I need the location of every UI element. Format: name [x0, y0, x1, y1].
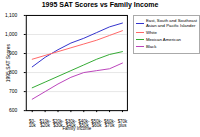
svg-text:600: 600	[9, 108, 17, 113]
svg-text:Family Income: Family Income	[62, 126, 91, 131]
svg-text:$60k-$70k: $60k-$70k	[104, 119, 116, 128]
svg-text:700: 700	[9, 89, 17, 94]
svg-text:1995 SAT Scores: 1995 SAT Scores	[6, 43, 11, 82]
svg-text:1,100: 1,100	[5, 13, 18, 18]
svg-text:$0-10k: $0-10k	[29, 119, 37, 128]
svg-text:$10k-$20k: $10k-$20k	[40, 119, 52, 128]
svg-text:$70kplus: $70kplus	[118, 119, 128, 128]
svg-text:$50k-$60k: $50k-$60k	[91, 119, 103, 128]
svg-text:1,000: 1,000	[5, 32, 18, 37]
